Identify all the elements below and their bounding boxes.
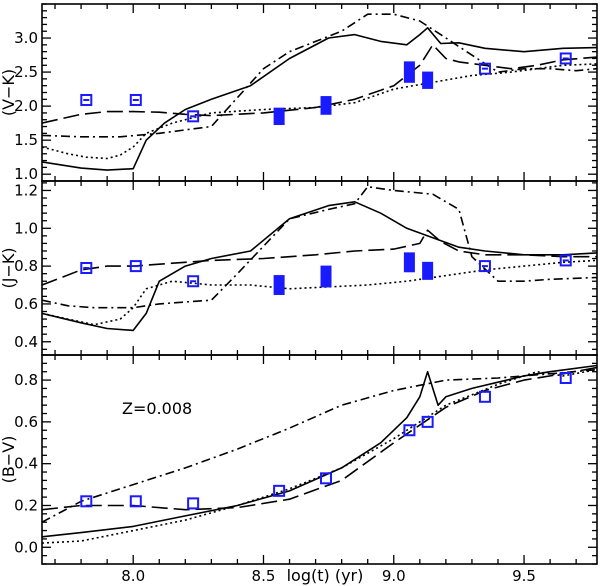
observed-square	[478, 390, 491, 403]
observed-square	[403, 424, 416, 437]
panel-frame	[41, 180, 598, 356]
x-axis-label: log(t) (yr)	[287, 566, 364, 585]
x-tick-label: 9.5	[512, 567, 536, 585]
panel-frame	[41, 354, 598, 565]
observed-square	[478, 62, 491, 75]
x-tick-label: 8.5	[252, 567, 276, 585]
observed-square	[187, 275, 200, 288]
observed-range-bar	[320, 265, 332, 288]
model-line-solid	[42, 26, 597, 171]
observed-square	[129, 93, 142, 106]
observed-square	[129, 260, 142, 273]
observed-square	[80, 93, 93, 106]
model-line-long-dash	[42, 366, 597, 511]
model-line-dotted	[42, 368, 597, 544]
y-tick-label: 2.5	[14, 63, 38, 81]
metallicity-annotation: Z=0.008	[122, 399, 192, 418]
observed-range-bar	[320, 96, 332, 115]
observed-square	[478, 260, 491, 273]
panel-bv: 8.0 8.5 9.0 9.5 0.0 0.2 0.4 0.6 0.8 (B−V)	[0, 354, 598, 585]
observed-square	[80, 495, 93, 508]
y-tick-label: 2.0	[14, 97, 38, 115]
y-tick-label: 1.2	[14, 181, 38, 199]
y-tick-label: 1.0	[14, 165, 38, 183]
observed-square	[320, 472, 333, 485]
panel-jk: 0.4 0.6 0.8 1.0 1.2 (J−K)	[0, 180, 598, 356]
y-axis-label: (B−V)	[0, 436, 18, 484]
y-tick-label: 0.8	[14, 371, 38, 389]
y-tick-label: 1.0	[14, 219, 38, 237]
observed-square	[129, 495, 142, 508]
model-line-long-dash	[42, 43, 597, 124]
model-line-long-dash	[42, 229, 597, 286]
model-line-dot-dash	[42, 185, 597, 309]
observed-range-bar	[273, 107, 285, 125]
x-tick-label: 9.0	[382, 567, 406, 585]
y-axis-label: (J−K)	[0, 247, 18, 288]
y-tick-label: 0.4	[14, 455, 38, 473]
y-tick-label: 0.0	[14, 538, 38, 556]
plot-area	[42, 185, 597, 332]
model-line-dotted	[42, 259, 597, 326]
model-line-solid	[42, 364, 597, 538]
y-tick-label: 0.8	[14, 257, 38, 275]
observed-square	[559, 371, 572, 384]
observed-range-bar	[422, 71, 434, 89]
plot-area	[42, 13, 597, 171]
observed-range-bar	[403, 61, 415, 83]
model-line-dotted	[42, 63, 597, 160]
observed-square	[187, 110, 200, 123]
y-axis-label: (V−K)	[0, 69, 18, 116]
panel-frame	[41, 3, 598, 182]
observed-range-bar	[422, 261, 434, 280]
x-tick-label: 8.0	[121, 567, 145, 585]
model-line-dot-dash	[42, 13, 597, 138]
observed-square	[273, 484, 286, 497]
panel-vk: 1.0 1.5 2.0 2.5 3.0 (V−K)	[0, 3, 598, 183]
y-tick-label: 0.4	[14, 333, 38, 351]
y-tick-label: 0.6	[14, 295, 38, 313]
y-tick-label: 3.0	[14, 29, 38, 47]
observed-square	[559, 254, 572, 267]
observed-square	[559, 52, 572, 65]
plot-area	[42, 364, 597, 544]
y-tick-label: 0.6	[14, 413, 38, 431]
observed-square	[187, 497, 200, 510]
model-line-dot-dash	[42, 368, 597, 523]
y-tick-label: 0.2	[14, 496, 38, 514]
observed-range-bar	[403, 252, 415, 273]
observed-square	[80, 262, 93, 274]
observed-range-bar	[273, 275, 285, 295]
observed-square	[421, 415, 434, 428]
model-line-solid	[42, 201, 597, 332]
y-tick-label: 1.5	[14, 131, 38, 149]
